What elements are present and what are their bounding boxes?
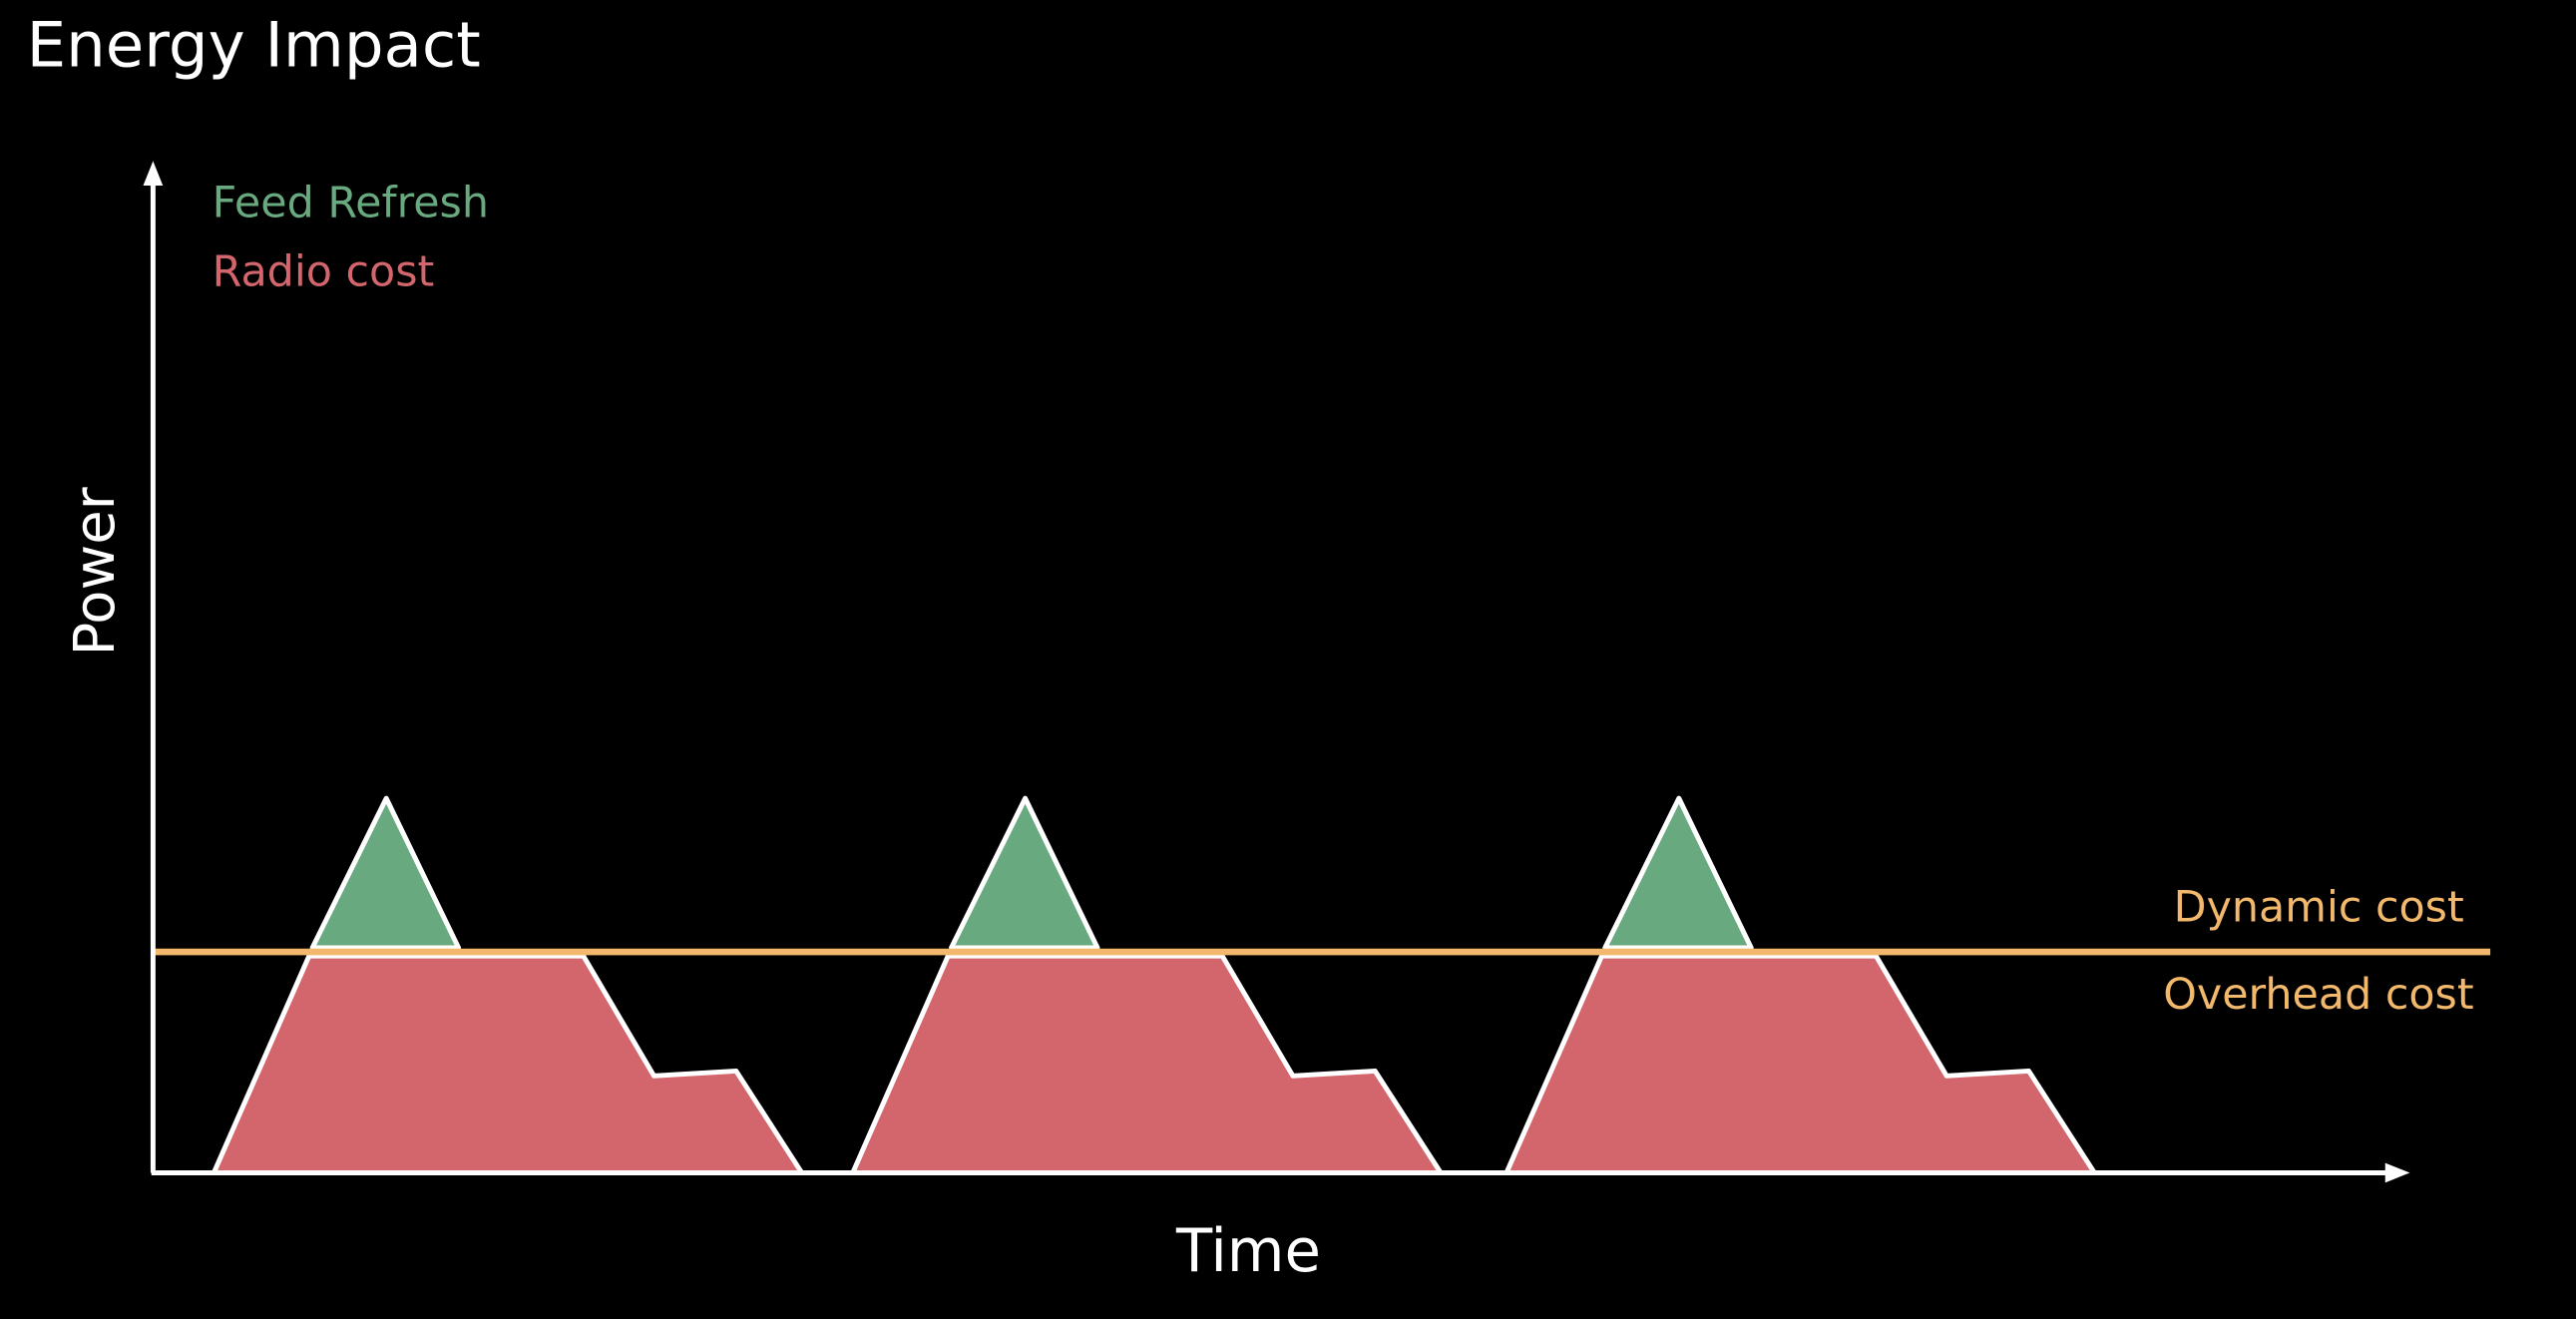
x-arrow <box>2384 1162 2410 1183</box>
feed-shape <box>1602 795 1754 951</box>
y-arrow <box>143 161 164 187</box>
feed-shape <box>949 795 1100 951</box>
legend-feed: Feed Refresh <box>213 178 489 227</box>
legend-radio: Radio cost <box>213 246 435 296</box>
burst <box>850 795 1444 1175</box>
dynamic-label: Dynamic cost <box>2174 883 2464 933</box>
x-axis-label: Time <box>1175 1216 1321 1285</box>
overhead-label: Overhead cost <box>2163 970 2473 1020</box>
title: Energy Impact <box>27 8 481 81</box>
y-axis-label: Power <box>63 486 128 656</box>
feed-shape <box>309 795 462 951</box>
